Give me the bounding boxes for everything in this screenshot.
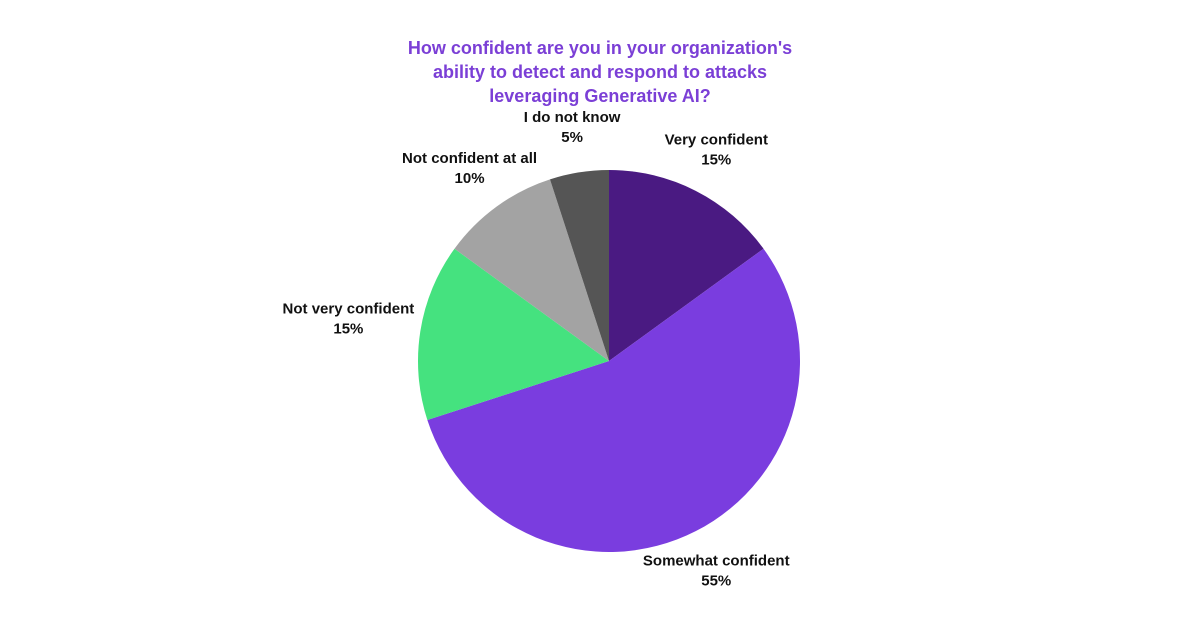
- value-label: 15%: [333, 321, 363, 338]
- pie-slice: [417, 248, 609, 421]
- chart-title: How confident are you in your organizati…: [407, 38, 793, 106]
- pie-slice: [427, 248, 801, 553]
- slice-label: I do not know: [524, 109, 621, 126]
- slice-label: Not confident at all: [402, 150, 537, 167]
- pie-slice: [549, 170, 609, 361]
- value-label: 15%: [701, 151, 731, 168]
- pie-slice: [609, 170, 764, 361]
- slice-label: Very confident: [665, 131, 768, 148]
- pie-slice: [454, 179, 609, 361]
- slice-label: Somewhat confident: [643, 552, 790, 569]
- value-label: 10%: [455, 170, 485, 187]
- value-label: 55%: [701, 572, 731, 589]
- value-label: 5%: [561, 129, 583, 146]
- slice-label: Not very confident: [283, 301, 415, 318]
